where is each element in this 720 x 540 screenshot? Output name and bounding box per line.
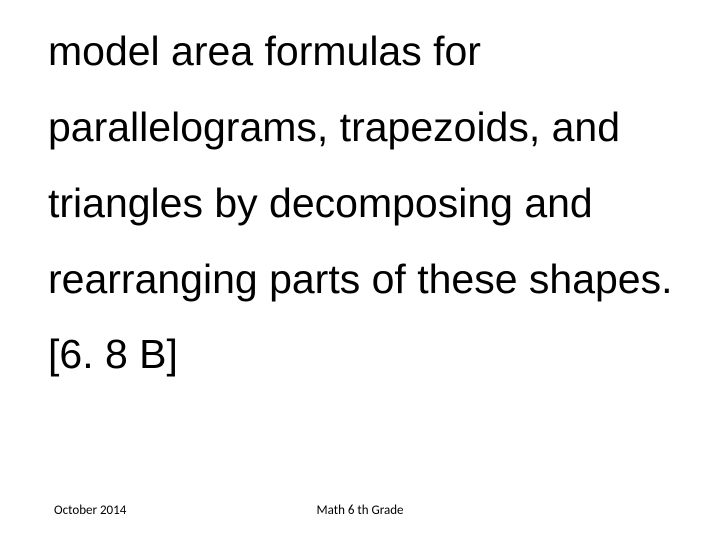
footer-title: Math 6 th Grade	[0, 503, 720, 518]
slide-body-text: model area formulas for parallelograms, …	[48, 14, 680, 393]
slide: model area formulas for parallelograms, …	[0, 0, 720, 540]
